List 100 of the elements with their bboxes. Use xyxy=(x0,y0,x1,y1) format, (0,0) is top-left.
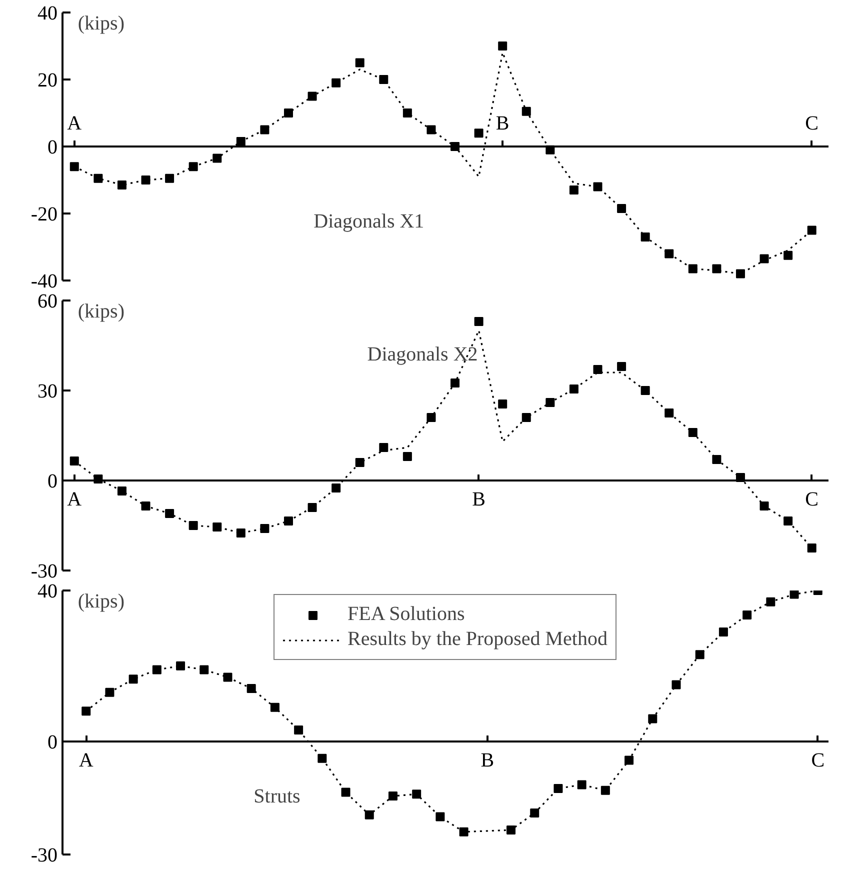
x-tick-label: C xyxy=(811,749,825,772)
y-tick-label: 0 xyxy=(48,470,58,492)
point xyxy=(664,249,674,258)
point xyxy=(807,544,816,552)
point xyxy=(308,503,317,512)
point xyxy=(332,484,341,492)
point xyxy=(760,502,769,510)
point xyxy=(498,400,508,408)
point xyxy=(236,528,246,538)
point xyxy=(569,384,578,394)
text: Diagonals X2 xyxy=(367,344,478,366)
point xyxy=(200,665,209,674)
point xyxy=(152,665,162,674)
point xyxy=(188,162,198,172)
point xyxy=(260,524,270,533)
point xyxy=(82,706,91,716)
point xyxy=(355,458,364,467)
point xyxy=(260,125,270,134)
point xyxy=(766,597,776,606)
point xyxy=(426,413,436,422)
point xyxy=(593,182,602,192)
y-tick-label: -20 xyxy=(30,204,58,226)
point xyxy=(712,264,722,274)
y-tick-label: -40 xyxy=(30,270,58,292)
y-tick-label: -30 xyxy=(30,560,58,582)
point xyxy=(742,610,752,620)
point xyxy=(522,413,531,422)
point xyxy=(522,106,531,116)
point xyxy=(760,254,769,264)
point xyxy=(593,365,602,374)
y-tick-label: 30 xyxy=(38,380,58,402)
point xyxy=(176,661,186,670)
point xyxy=(688,264,698,274)
point xyxy=(117,486,126,496)
point xyxy=(784,250,793,260)
point xyxy=(318,754,327,763)
x-tick-label: A xyxy=(78,749,94,772)
point xyxy=(617,204,626,213)
x-tick-label: B xyxy=(480,749,494,772)
point xyxy=(379,75,388,84)
point xyxy=(577,780,586,790)
point xyxy=(546,398,555,407)
point xyxy=(648,714,658,724)
point xyxy=(807,226,816,235)
y-tick-label: 40 xyxy=(38,580,58,602)
point xyxy=(436,812,445,822)
point xyxy=(624,756,634,765)
y-tick-label: 0 xyxy=(48,136,58,158)
point xyxy=(554,784,563,793)
point xyxy=(308,92,317,101)
y-tick-label: 20 xyxy=(38,70,58,92)
y-tick-label: 60 xyxy=(38,290,58,312)
point xyxy=(270,702,280,712)
point xyxy=(426,125,436,134)
point xyxy=(332,78,341,88)
text: Diagonals X1 xyxy=(314,210,424,233)
point xyxy=(506,825,516,834)
point xyxy=(284,108,293,118)
text: Struts xyxy=(254,785,301,808)
point xyxy=(695,650,704,660)
point xyxy=(246,684,256,694)
point xyxy=(459,827,468,836)
point xyxy=(355,58,364,68)
point xyxy=(784,516,793,526)
point xyxy=(165,509,174,518)
point xyxy=(688,428,698,437)
point xyxy=(736,269,745,278)
point xyxy=(402,452,412,461)
point xyxy=(498,42,508,50)
x-tick-label: C xyxy=(805,112,819,134)
point xyxy=(188,521,198,530)
point xyxy=(212,522,222,532)
y-axis-title: (kips) xyxy=(78,590,124,612)
point xyxy=(388,792,398,801)
point xyxy=(530,808,540,818)
point xyxy=(402,108,412,118)
point xyxy=(640,232,650,242)
point xyxy=(94,174,103,183)
y-axis-title: (kips) xyxy=(78,300,124,322)
point xyxy=(450,378,460,388)
point xyxy=(712,455,722,464)
point xyxy=(128,674,138,684)
point xyxy=(379,443,388,452)
point xyxy=(70,456,79,466)
point xyxy=(165,174,174,183)
point xyxy=(341,788,350,797)
point xyxy=(474,317,484,326)
point xyxy=(664,408,674,418)
point xyxy=(569,186,578,195)
point xyxy=(105,688,114,697)
point xyxy=(718,627,728,636)
point xyxy=(117,180,126,190)
y-tick-label: 0 xyxy=(48,731,58,754)
point xyxy=(617,362,626,371)
y-tick-label: 40 xyxy=(38,2,58,24)
legend-label: Results by the Proposed Method xyxy=(348,628,608,651)
x-tick-label: C xyxy=(805,488,819,510)
x-tick-label: A xyxy=(67,112,82,134)
point xyxy=(474,128,484,138)
point xyxy=(600,786,610,795)
